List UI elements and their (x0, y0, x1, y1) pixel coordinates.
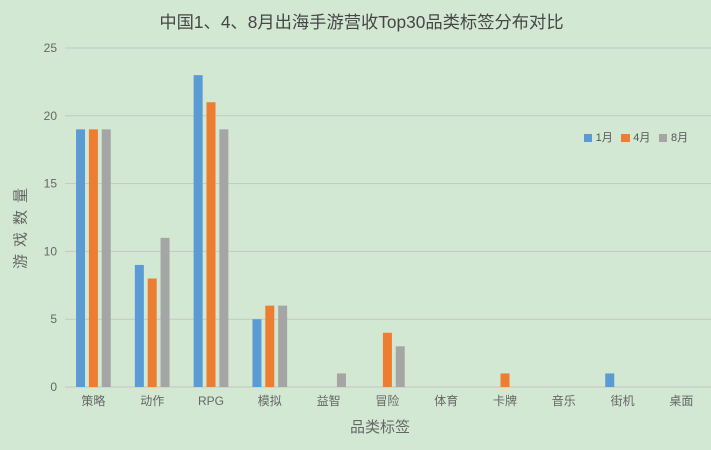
svg-text:25: 25 (44, 41, 58, 55)
svg-text:音乐: 音乐 (552, 393, 576, 408)
svg-text:桌面: 桌面 (669, 394, 693, 408)
svg-text:冒险: 冒险 (375, 393, 399, 408)
svg-text:卡牌: 卡牌 (493, 394, 517, 408)
svg-text:RPG: RPG (198, 394, 224, 408)
svg-text:0: 0 (50, 380, 57, 394)
svg-text:5: 5 (50, 312, 57, 326)
svg-text:街机: 街机 (611, 394, 635, 408)
svg-text:益智: 益智 (317, 393, 341, 408)
svg-text:10: 10 (44, 244, 58, 258)
svg-text:体育: 体育 (434, 393, 458, 408)
svg-text:20: 20 (44, 109, 58, 123)
svg-text:15: 15 (44, 177, 58, 191)
svg-text:模拟: 模拟 (258, 394, 282, 408)
svg-text:动作: 动作 (140, 394, 164, 408)
svg-text:策略: 策略 (81, 393, 105, 408)
